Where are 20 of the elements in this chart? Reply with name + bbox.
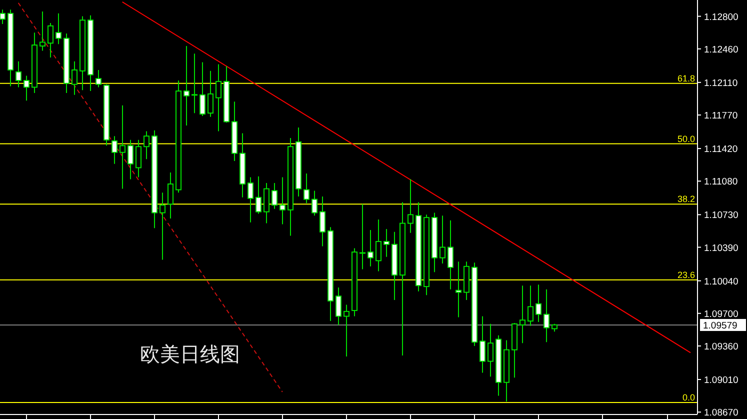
ytick: 1.09700 bbox=[704, 308, 738, 320]
ytick: 1.10390 bbox=[704, 242, 738, 254]
annotation: 23.6 bbox=[677, 270, 695, 280]
ytick: 1.10040 bbox=[704, 276, 738, 288]
ytick: 1.12800 bbox=[704, 12, 738, 23]
ref-label: 1.09579 bbox=[703, 320, 738, 332]
annotation: 50.0 bbox=[677, 134, 695, 144]
ytick: 1.08670 bbox=[704, 408, 738, 419]
ytick: 1.09010 bbox=[704, 375, 738, 386]
annotation: 欧美日线图 bbox=[140, 344, 240, 366]
annotation: 0.0 bbox=[682, 392, 695, 402]
ytick: 1.12460 bbox=[704, 44, 738, 56]
annotation: 38.2 bbox=[677, 194, 695, 204]
ytick: 1.11770 bbox=[704, 110, 738, 122]
ytick: 1.10730 bbox=[704, 210, 738, 222]
annotation: 61.8 bbox=[677, 73, 695, 84]
ytick: 1.12110 bbox=[704, 78, 738, 89]
ytick: 1.11420 bbox=[704, 144, 738, 156]
ytick: 1.09360 bbox=[704, 341, 738, 352]
ytick: 1.11080 bbox=[704, 176, 738, 188]
